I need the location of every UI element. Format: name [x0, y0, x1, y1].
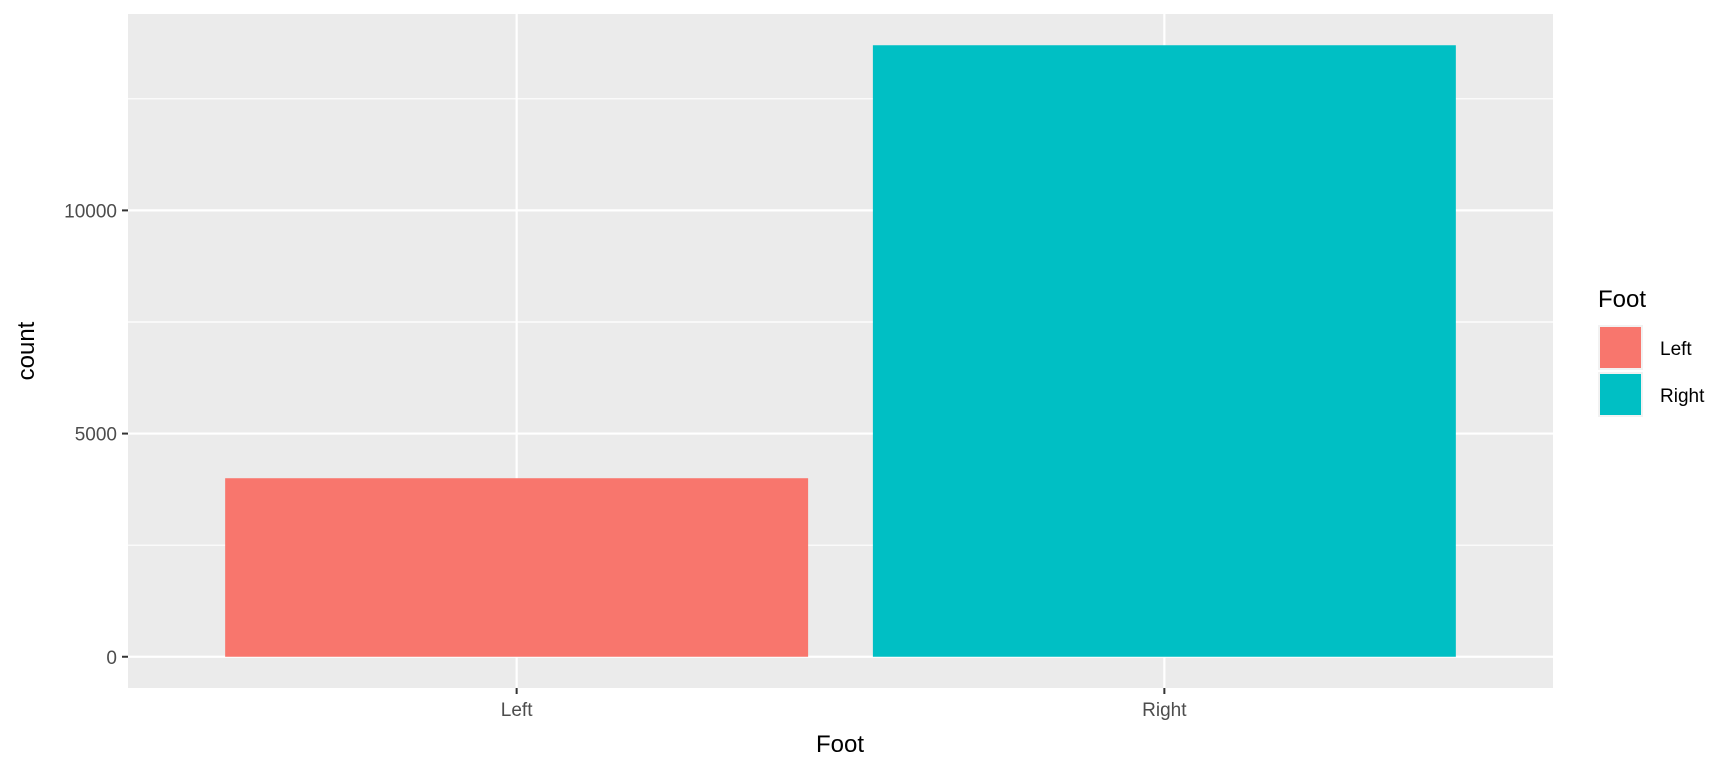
legend-label: Right — [1660, 386, 1705, 407]
y-tick-label: 5000 — [75, 425, 117, 446]
legend-label: Left — [1660, 339, 1692, 360]
legend-title: Foot — [1598, 286, 1646, 313]
x-tick-label: Left — [501, 700, 533, 721]
bar-right — [872, 45, 1456, 657]
legend-swatch-right — [1600, 374, 1641, 415]
x-axis-title: Foot — [816, 731, 864, 758]
y-axis: 0 5000 10000 — [64, 201, 128, 669]
x-axis: Left Right — [501, 688, 1187, 721]
y-tick-label: 0 — [106, 648, 117, 669]
bar-left — [225, 478, 809, 657]
y-axis-title: count — [13, 321, 40, 380]
legend-swatch-left — [1600, 327, 1641, 368]
legend: Foot Left Right — [1598, 286, 1705, 417]
y-tick-label: 10000 — [64, 201, 117, 222]
bars — [225, 45, 1456, 657]
x-tick-label: Right — [1142, 700, 1187, 721]
